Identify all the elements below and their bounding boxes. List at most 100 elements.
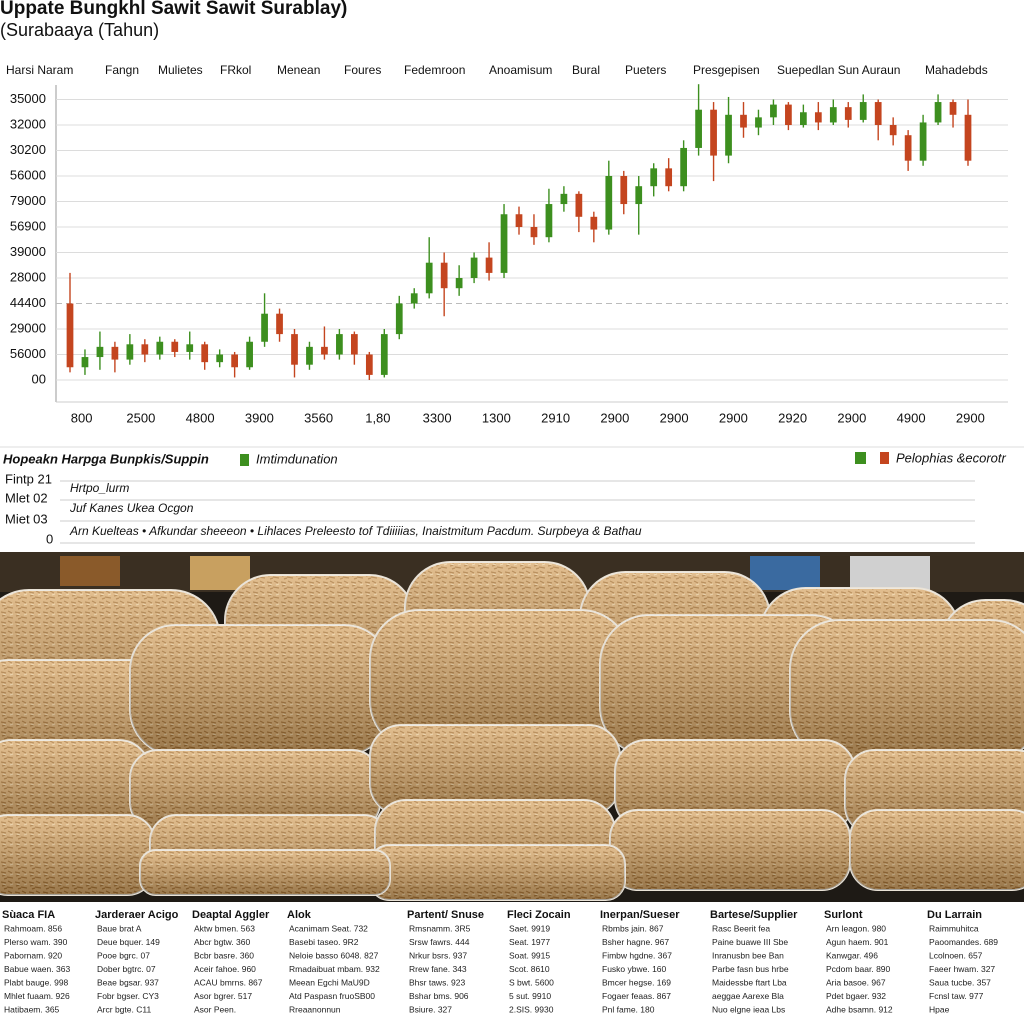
y-tick-label: 30200 xyxy=(10,142,46,157)
candle-body xyxy=(874,102,882,125)
table-cell: Rrew fane. 343 xyxy=(409,964,467,974)
legend-label: Imtimdunation xyxy=(256,451,338,466)
table-cell: Bshar bms. 906 xyxy=(409,991,469,1001)
table-cell: Saet. 9919 xyxy=(509,923,550,933)
table-cell: Pnl fame. 180 xyxy=(602,1004,655,1014)
table-cell: Baue brat A xyxy=(97,923,142,933)
x-tick-label: 2900 xyxy=(837,410,866,425)
table-cell: Abcr bgtw. 360 xyxy=(194,937,251,947)
nav-item: Harsi Naram xyxy=(6,63,73,77)
candle-body xyxy=(859,102,867,120)
candle-body xyxy=(261,313,268,342)
nav-item: Mahadebds xyxy=(925,63,988,77)
nav-item: Fangn xyxy=(105,63,139,77)
nav-item: Bural xyxy=(572,63,600,77)
chart-title: Uppate Bungkhl Sawit Sawit Surablay) xyxy=(0,0,347,19)
table-cell: ACAU bmrns. 867 xyxy=(194,977,263,987)
table-cell: 2.SIS. 9930 xyxy=(509,1004,554,1014)
table-cell: Rasc Beerit fea xyxy=(712,923,770,933)
notes: Hopeakn Harpga Bunpkis/Suppin Imtimdunati… xyxy=(0,446,1024,546)
x-tick-label: 800 xyxy=(71,410,93,425)
sack-shade xyxy=(610,810,850,890)
nav-item: Suepedlan Sun Auraun xyxy=(777,63,900,77)
table-cell: Fimbw hgdne. 367 xyxy=(602,950,672,960)
candle-body xyxy=(336,334,343,355)
nav-item: Anoamisum xyxy=(489,63,552,77)
candle-body xyxy=(755,117,762,128)
table-header: Bartese/Supplier xyxy=(710,909,798,921)
table-cell: Aria basoe. 967 xyxy=(826,977,886,987)
table-header: Fleci Zocain xyxy=(507,909,571,921)
x-tick-label: 4900 xyxy=(897,410,926,425)
table-cell: 5 sut. 9910 xyxy=(509,991,551,1001)
table-cell: Rreaanonnun xyxy=(289,1004,341,1014)
table-cell: Rahmoam. 856 xyxy=(4,923,62,933)
table-cell: Scot. 8610 xyxy=(509,964,550,974)
candle-body xyxy=(470,257,478,278)
sack-shade xyxy=(130,750,380,830)
candle-body xyxy=(814,112,822,123)
table-header: Jarderaer Acigo xyxy=(95,909,179,921)
candle-body xyxy=(96,346,104,358)
candle-body xyxy=(410,293,418,304)
candle-body xyxy=(380,334,388,375)
table-cell: Seat. 1977 xyxy=(509,937,550,947)
table-cell: Bhsr taws. 923 xyxy=(409,977,465,987)
y-tick-label: 32000 xyxy=(10,116,46,131)
sack-shade xyxy=(0,815,155,895)
table-cell: Rbmbs jain. 867 xyxy=(602,923,664,933)
table-cell: Atd Paspasn fruoSB00 xyxy=(289,991,375,1001)
table-cell: Hpae xyxy=(929,1004,950,1014)
table-cell: Fogaer feaas. 867 xyxy=(602,991,671,1001)
x-tick-label: 2900 xyxy=(956,410,985,425)
candle-body xyxy=(725,114,732,156)
table-cell: Bcbr basre. 360 xyxy=(194,950,254,960)
candle-body xyxy=(770,104,777,118)
table-cell: Bsher hagne. 967 xyxy=(602,937,669,947)
table-cell: Srsw fawrs. 444 xyxy=(409,937,470,947)
candle-body xyxy=(590,216,598,230)
photo xyxy=(0,552,1024,902)
candle-body xyxy=(605,176,613,230)
table-cell: Plerso wam. 390 xyxy=(4,937,68,947)
sack-shade xyxy=(370,845,625,900)
candle-body xyxy=(620,176,628,205)
table-cell: Acanimam Seat. 732 xyxy=(289,923,368,933)
table-cell: Paoomandes. 689 xyxy=(929,937,998,947)
y-tick-label: 35000 xyxy=(10,91,46,106)
x-tick-label: 2900 xyxy=(719,410,748,425)
table-cell: Neloie basso 6048. 827 xyxy=(289,950,379,960)
x-tick-label: 2900 xyxy=(600,410,629,425)
candle-body xyxy=(545,204,553,238)
x-tick-label: 2500 xyxy=(126,410,155,425)
table-cell: Agun haem. 901 xyxy=(826,937,889,947)
table-background xyxy=(0,902,1024,1024)
table-cell: Nrkur bsrs. 937 xyxy=(409,950,467,960)
candle-body xyxy=(425,262,433,294)
table-cell: Pabornam. 920 xyxy=(4,950,62,960)
nav-bar: Harsi Naram Fangn Mulietes FRkol Menean Foure… xyxy=(6,63,988,77)
table-cell: Fobr bgser. CY3 xyxy=(97,991,159,1001)
candle-body xyxy=(291,334,298,365)
table-header: Inerpan/Sueser xyxy=(600,909,680,921)
table-cell: Parbe fasn bus hrbe xyxy=(712,964,789,974)
legend-swatch xyxy=(880,452,889,464)
candle-body xyxy=(530,227,538,238)
candle-body xyxy=(934,102,942,123)
sack-shade xyxy=(850,810,1024,890)
table-cell: Nuo elgne ieaa Lbs xyxy=(712,1004,785,1014)
candle-body xyxy=(560,193,568,205)
table-cell: Fcnsl taw. 977 xyxy=(929,991,984,1001)
candle-body xyxy=(785,104,792,125)
y-tick-label: 39000 xyxy=(10,244,46,259)
candle-body xyxy=(156,341,164,355)
table-cell: Soat. 9915 xyxy=(509,950,550,960)
candle-body xyxy=(904,135,912,161)
candle-body xyxy=(455,278,463,289)
candle-body xyxy=(321,346,328,355)
table-cell: Pooe bgrc. 07 xyxy=(97,950,150,960)
sack-shade xyxy=(370,610,630,750)
table-cell: Basebi taseo. 9R2 xyxy=(289,937,359,947)
chart-subtitle: (Surabaaya (Tahun) xyxy=(0,20,159,40)
